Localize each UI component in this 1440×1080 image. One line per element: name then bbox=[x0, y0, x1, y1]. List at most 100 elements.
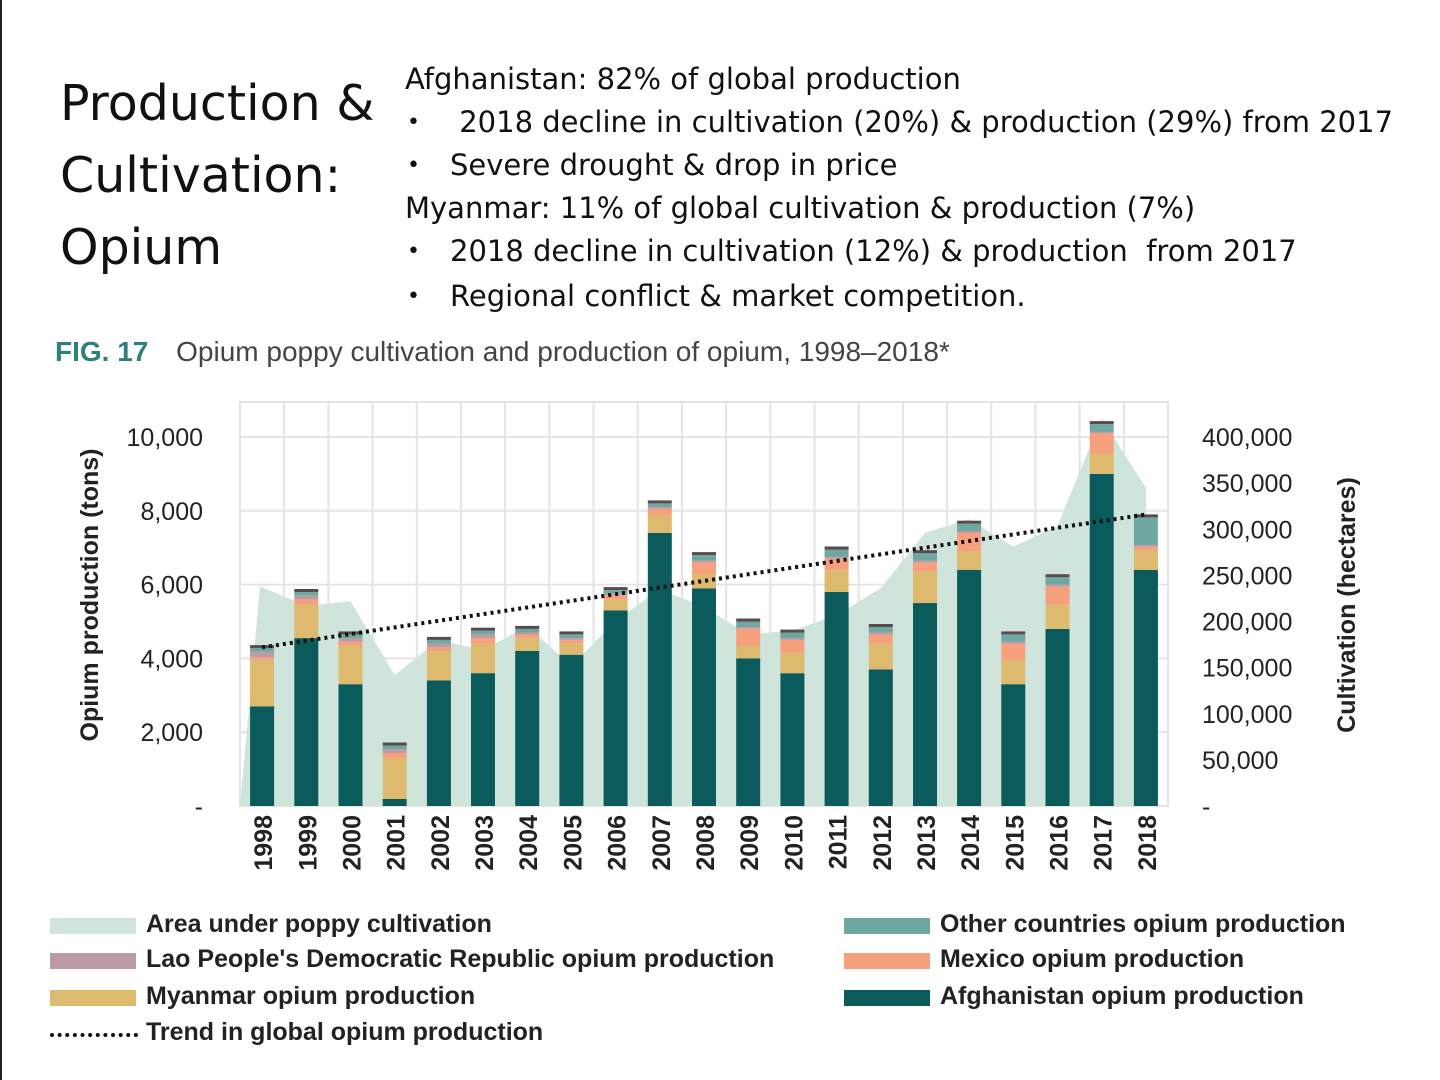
bar-mexico-2013 bbox=[913, 562, 937, 572]
y2-tick-label: 100,000 bbox=[1202, 701, 1292, 729]
x-tick-label: 2014 bbox=[957, 815, 985, 871]
bar-mexico-2002 bbox=[426, 647, 451, 651]
bar-afghanistan-2013 bbox=[913, 603, 937, 806]
bar-lao-2008 bbox=[692, 560, 716, 563]
bar-other-1999 bbox=[294, 592, 319, 596]
bar-lao-2017 bbox=[1089, 431, 1114, 434]
bar-mexico-2000 bbox=[338, 641, 363, 646]
x-tick-label: 2018 bbox=[1134, 815, 1162, 871]
bar-cap-2016 bbox=[1045, 574, 1070, 578]
bar-mexico-1998 bbox=[250, 657, 275, 661]
y-tick-label: 8,000 bbox=[140, 498, 203, 526]
bar-afghanistan-1998 bbox=[250, 706, 275, 806]
opium-chart: - 2,000 4,000 6,000 8,000 10,000 - 50,000 100,00… bbox=[76, 401, 1361, 871]
bullet-heading-myanmar: Myanmar: 11% of global cultivation & pro… bbox=[405, 191, 1196, 225]
y2-tick-label: 250,000 bbox=[1202, 562, 1292, 590]
bar-lao-2015 bbox=[1001, 641, 1026, 644]
x-tick-label: 2015 bbox=[1001, 815, 1029, 871]
bar-cap-2012 bbox=[868, 624, 893, 627]
bar-cap-2007 bbox=[647, 500, 672, 504]
bar-mexico-2006 bbox=[603, 595, 628, 600]
bar-afghanistan-2012 bbox=[868, 669, 893, 806]
legend-swatch-mexico bbox=[844, 953, 930, 969]
bar-lao-2014 bbox=[957, 531, 982, 533]
x-tick-label: 2013 bbox=[913, 815, 941, 871]
figure-caption: FIG. 17 Opium poppy cultivation and prod… bbox=[55, 336, 950, 368]
bullet-text: 2018 decline in cultivation (20%) & prod… bbox=[450, 105, 1394, 139]
bar-mexico-2008 bbox=[692, 562, 716, 574]
bullet-heading-afghanistan: Afghanistan: 82% of global production bbox=[405, 62, 961, 96]
bar-mexico-2007 bbox=[647, 509, 672, 515]
y2-tick-label: 300,000 bbox=[1202, 516, 1292, 544]
y2-tick-label: 150,000 bbox=[1202, 655, 1292, 683]
figure-number: FIG. 17 bbox=[55, 336, 149, 367]
bullet-glyph: • bbox=[407, 110, 420, 135]
y2-axis-title: Cultivation (hectares) bbox=[1333, 477, 1361, 733]
bar-lao-1999 bbox=[294, 595, 319, 600]
bar-mexico-2017 bbox=[1089, 433, 1114, 454]
x-tick-label: 2009 bbox=[736, 815, 764, 871]
bar-lao-2004 bbox=[515, 632, 540, 635]
bar-mexico-2016 bbox=[1045, 586, 1070, 605]
x-tick-label: 2011 bbox=[825, 815, 853, 869]
bar-lao-1998 bbox=[250, 651, 275, 658]
bar-afghanistan-2003 bbox=[471, 673, 495, 806]
bar-afghanistan-2016 bbox=[1045, 628, 1070, 806]
x-tick-label: 2007 bbox=[648, 815, 676, 871]
bar-afghanistan-2004 bbox=[515, 651, 540, 806]
bullet-list: Afghanistan: 82% of global production • … bbox=[405, 58, 1425, 320]
bar-cap-2014 bbox=[957, 520, 982, 524]
legend-label-other: Other countries opium production bbox=[940, 910, 1346, 938]
trend-line bbox=[261, 512, 1147, 650]
bar-mexico-2012 bbox=[868, 634, 893, 644]
bar-afghanistan-2011 bbox=[824, 592, 849, 806]
bar-other-2013 bbox=[913, 553, 937, 561]
bar-afghanistan-2005 bbox=[559, 654, 584, 806]
slide-title-line-3: Opium bbox=[60, 219, 223, 276]
bar-lao-2018 bbox=[1133, 545, 1158, 547]
bar-other-2009 bbox=[736, 621, 761, 627]
bar-mexico-2003 bbox=[471, 638, 495, 644]
bar-lao-2003 bbox=[471, 634, 495, 639]
bar-myanmar-2015 bbox=[1001, 660, 1026, 685]
bar-mexico-1999 bbox=[294, 599, 319, 605]
bar-myanmar-2001 bbox=[382, 758, 407, 799]
x-tick-label: 2006 bbox=[604, 815, 632, 871]
x-tick-label: 1999 bbox=[294, 815, 322, 871]
bullet-glyph: • bbox=[407, 284, 420, 309]
legend-label-lao: Lao People's Democratic Republic opium p… bbox=[146, 945, 775, 973]
bar-cap-2004 bbox=[515, 625, 540, 629]
legend-label-trend: Trend in global opium production bbox=[146, 1018, 544, 1046]
legend-swatch-area bbox=[50, 918, 136, 934]
bar-other-2015 bbox=[1001, 634, 1026, 642]
legend-swatch-trend bbox=[50, 1033, 138, 1037]
bar-other-2003 bbox=[471, 630, 495, 635]
bar-afghanistan-1999 bbox=[294, 638, 319, 806]
legend-label-myanmar: Myanmar opium production bbox=[146, 982, 476, 1010]
x-tick-label: 2017 bbox=[1090, 815, 1118, 871]
legend-swatch-afghanistan bbox=[844, 990, 930, 1006]
bullet-text: Severe drought & drop in price bbox=[450, 148, 898, 182]
bar-myanmar-2005 bbox=[559, 643, 584, 655]
slide-left-edge bbox=[0, 0, 2, 1080]
y-tick-label: 6,000 bbox=[140, 572, 203, 600]
y2-tick-label: - bbox=[1202, 793, 1210, 821]
bar-mexico-2001 bbox=[382, 752, 407, 759]
bar-cap-2015 bbox=[1001, 631, 1026, 635]
bar-myanmar-2009 bbox=[736, 645, 761, 659]
legend-swatch-myanmar bbox=[50, 990, 136, 1006]
bar-myanmar-1998 bbox=[250, 660, 275, 707]
bar-lao-2016 bbox=[1045, 584, 1070, 587]
bar-other-2010 bbox=[780, 632, 805, 639]
y-tick-label: 2,000 bbox=[140, 719, 203, 747]
legend-label-mexico: Mexico opium production bbox=[940, 945, 1245, 973]
bar-cap-2005 bbox=[559, 631, 584, 635]
bar-afghanistan-2007 bbox=[647, 532, 672, 806]
bar-lao-2000 bbox=[338, 638, 363, 642]
bar-myanmar-2007 bbox=[647, 514, 672, 533]
bar-cap-2017 bbox=[1089, 421, 1114, 425]
bar-myanmar-2006 bbox=[603, 599, 628, 611]
bar-mexico-2011 bbox=[824, 558, 849, 570]
bar-other-2002 bbox=[426, 639, 451, 644]
x-tick-label: 2001 bbox=[383, 815, 411, 871]
